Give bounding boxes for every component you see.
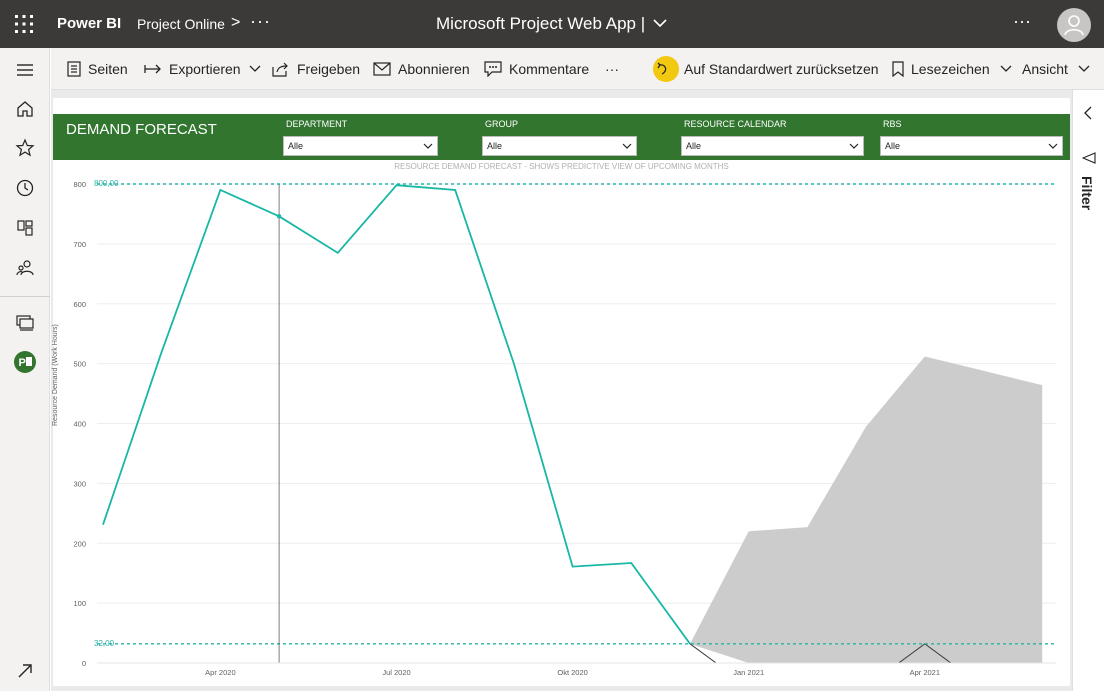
- y-tick-label: 300: [73, 479, 86, 488]
- pages-button[interactable]: Seiten: [67, 48, 128, 90]
- x-tick-label: Apr 2020: [205, 668, 235, 677]
- recent-clock-icon[interactable]: [15, 178, 35, 198]
- expand-arrow-icon[interactable]: [15, 661, 35, 681]
- slicer-rbs-dropdown[interactable]: Alle: [880, 136, 1063, 156]
- y-tick-label: 600: [73, 300, 86, 309]
- reference-line-label: 800,00: [94, 179, 119, 188]
- user-icon: [1064, 15, 1084, 36]
- data-point: [276, 214, 282, 219]
- slicer-department-value: Alle: [288, 141, 304, 151]
- reset-default-label: Auf Standardwert zurücksetzen: [684, 61, 879, 77]
- slicer-label-resource-calendar: RESOURCE CALENDAR: [684, 119, 787, 129]
- bookmarks-label: Lesezeichen: [911, 61, 990, 77]
- chevron-down-icon: [1078, 65, 1090, 72]
- comments-button[interactable]: Kommentare: [484, 48, 589, 90]
- slicer-department-dropdown[interactable]: Alle: [283, 136, 438, 156]
- y-tick-label: 200: [73, 539, 86, 548]
- filter-pane[interactable]: [1072, 90, 1104, 691]
- y-tick-label: 100: [73, 599, 86, 608]
- x-tick-label: Jul 2020: [382, 668, 410, 677]
- share-button[interactable]: Freigeben: [272, 48, 360, 90]
- slicer-label-rbs: RBS: [883, 119, 902, 129]
- report-toolbar: Seiten Exportieren Freigeben Abonnieren …: [51, 48, 1104, 90]
- chart-title: RESOURCE DEMAND FORECAST - SHOWS PREDICT…: [394, 162, 729, 171]
- chevron-down-icon[interactable]: [652, 17, 668, 29]
- export-arrow-icon: [144, 64, 161, 74]
- comment-icon: [484, 61, 502, 77]
- more-commands-button[interactable]: ···: [605, 61, 619, 77]
- undo-icon: [653, 56, 679, 82]
- view-label: Ansicht: [1022, 61, 1068, 77]
- collapse-chevron-left-icon[interactable]: [1083, 106, 1093, 120]
- subscribe-button[interactable]: Abonnieren: [373, 48, 470, 90]
- forecast-band-area: [690, 356, 1043, 663]
- forecast-line: [689, 643, 952, 663]
- brand-name[interactable]: Power BI: [57, 15, 122, 32]
- demand-forecast-chart[interactable]: 0 100 200 300 400 500 600 700 800 Apr 2020 Jul 202…: [53, 170, 1070, 686]
- mail-icon: [373, 62, 391, 76]
- chevron-down-icon: [423, 143, 433, 149]
- y-tick-label: 700: [73, 240, 86, 249]
- export-label: Exportieren: [169, 61, 241, 77]
- app-header: Power BI Project Online > ··· Microsoft …: [0, 0, 1104, 48]
- share-icon: [272, 62, 288, 77]
- x-tick-label: Okt 2020: [557, 668, 587, 677]
- x-tick-label: Jan 2021: [733, 668, 764, 677]
- project-app-icon[interactable]: P: [13, 350, 37, 374]
- slicer-resource-calendar-value: Alle: [686, 141, 702, 151]
- slicer-group-dropdown[interactable]: Alle: [482, 136, 637, 156]
- filter-pane-label[interactable]: Filter: [1079, 176, 1095, 211]
- slicer-label-group: GROUP: [485, 119, 519, 129]
- filter-funnel-icon: [1082, 152, 1096, 164]
- banner-title: DEMAND FORECAST: [66, 121, 217, 138]
- slicer-rbs-value: Alle: [885, 141, 901, 151]
- left-navigation: P: [0, 48, 50, 691]
- view-button[interactable]: Ansicht: [1022, 48, 1097, 90]
- export-button[interactable]: Exportieren: [144, 48, 268, 90]
- breadcrumb-more-button[interactable]: ···: [250, 11, 271, 31]
- breadcrumb-workspace[interactable]: Project Online: [137, 16, 225, 32]
- pages-label: Seiten: [88, 61, 128, 77]
- rail-divider: [0, 296, 50, 297]
- home-icon[interactable]: [15, 99, 35, 119]
- chevron-down-icon: [1000, 65, 1012, 72]
- more-options-button[interactable]: ···: [1013, 11, 1031, 31]
- pages-icon: [67, 61, 81, 77]
- reference-line-label: 32,00: [94, 639, 115, 648]
- avatar[interactable]: [1057, 8, 1091, 42]
- y-tick-label: 500: [73, 360, 86, 369]
- chevron-down-icon: [1048, 143, 1058, 149]
- apps-icon[interactable]: [15, 218, 35, 238]
- subscribe-label: Abonnieren: [398, 61, 470, 77]
- app-launcher-icon[interactable]: [14, 14, 34, 34]
- reset-default-button[interactable]: Auf Standardwert zurücksetzen: [653, 48, 879, 90]
- chevron-down-icon: [622, 143, 632, 149]
- demand-series-line: [102, 184, 691, 645]
- y-tick-label: 400: [73, 420, 86, 429]
- x-tick-label: Apr 2021: [910, 668, 940, 677]
- workspaces-icon[interactable]: [15, 313, 35, 333]
- chevron-down-icon: [849, 143, 859, 149]
- report-title: Microsoft Project Web App |: [436, 14, 646, 33]
- share-label: Freigeben: [297, 61, 361, 77]
- hamburger-menu-icon[interactable]: [15, 60, 35, 80]
- bookmark-icon: [892, 61, 904, 77]
- y-tick-label: 800: [73, 180, 86, 189]
- slicer-resource-calendar-dropdown[interactable]: Alle: [681, 136, 864, 156]
- shared-with-me-icon[interactable]: [15, 258, 35, 278]
- slicer-group-value: Alle: [487, 141, 503, 151]
- breadcrumb-chevron-icon: >: [231, 14, 241, 31]
- favorites-star-icon[interactable]: [15, 138, 35, 158]
- svg-text:P: P: [19, 357, 26, 369]
- chevron-down-icon: [249, 65, 261, 72]
- bookmarks-button[interactable]: Lesezeichen: [892, 48, 1019, 90]
- slicer-label-department: DEPARTMENT: [286, 119, 348, 129]
- comments-label: Kommentare: [509, 61, 590, 77]
- y-tick-label: 0: [82, 659, 86, 668]
